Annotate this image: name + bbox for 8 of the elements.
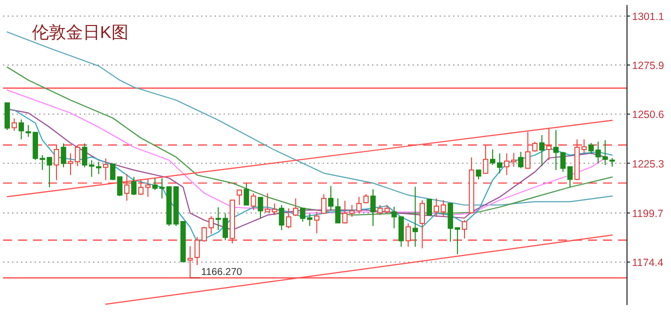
y-tick-label: 1250.6 [632,109,664,122]
y-tick-label: 1301.1 [632,11,664,24]
y-tick-label: 1275.9 [632,60,664,72]
y-tick-label: 1199.7 [632,208,664,220]
annotation: 1166.270 [201,266,242,278]
text: 伦敦金日K图 [32,23,128,42]
y-tick-label: 1174.4 [632,257,664,270]
y-tick-label: 1225.3 [632,158,664,170]
